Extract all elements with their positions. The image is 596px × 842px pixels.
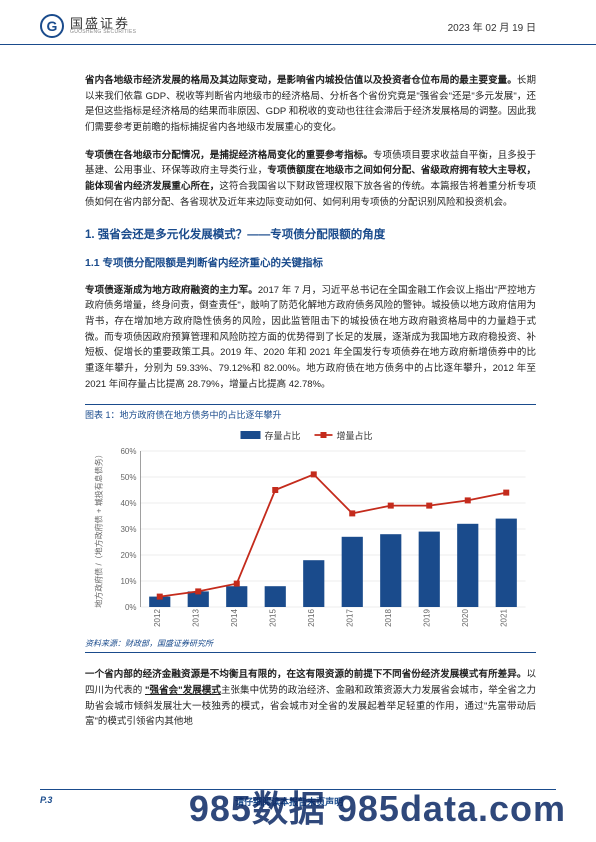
svg-text:2021: 2021 xyxy=(499,609,508,627)
heading-1-1: 1.1 专项债分配限额是判断省内经济重心的关键指标 xyxy=(85,255,536,272)
svg-text:2020: 2020 xyxy=(461,609,470,627)
logo-icon: G xyxy=(40,14,64,38)
svg-text:2015: 2015 xyxy=(268,609,277,627)
watermark: 985数据 985data.com xyxy=(189,780,566,832)
paragraph-1: 省内各地级市经济发展的格局及其边际变动，是影响省内城投估值以及投资者仓位布局的最… xyxy=(85,73,536,136)
svg-text:0%: 0% xyxy=(125,603,137,612)
paragraph-3: 专项债逐渐成为地方政府融资的主力军。2017 年 7 月，习近平总书记在全国金融… xyxy=(85,283,536,393)
svg-text:2018: 2018 xyxy=(384,609,393,627)
svg-text:2012: 2012 xyxy=(153,609,162,627)
svg-text:地方政府债 /（地方政府债 + 城投有息债务）: 地方政府债 /（地方政府债 + 城投有息债务） xyxy=(94,450,104,608)
logo-en: GUOSHENG SECURITIES xyxy=(70,30,136,35)
svg-text:30%: 30% xyxy=(120,525,136,534)
heading-1: 1. 强省会还是多元化发展模式？——专项债分配限额的角度 xyxy=(85,226,536,245)
chart-source: 资料来源：财政部，国盛证券研究所 xyxy=(85,637,536,653)
chart-svg: 0% 10% 20% 30% 40% 50% 60% 2012 2013 2014 2015 2016… xyxy=(85,427,536,637)
svg-text:10%: 10% xyxy=(120,577,136,586)
paragraph-4: 一个省内部的经济金融资源是不均衡且有限的，在这有限资源的前提下不同省份经济发展模… xyxy=(85,667,536,730)
svg-text:2016: 2016 xyxy=(307,609,316,627)
svg-text:2017: 2017 xyxy=(345,609,354,627)
chart-title: 图表 1：地方政府债在地方债务中的占比逐年攀升 xyxy=(85,404,536,423)
svg-text:存量占比: 存量占比 xyxy=(265,430,301,441)
svg-text:增量占比: 增量占比 xyxy=(337,430,373,441)
svg-text:50%: 50% xyxy=(120,473,136,482)
logo: G 国盛证券 GUOSHENG SECURITIES xyxy=(40,14,136,38)
svg-text:2019: 2019 xyxy=(422,609,431,627)
svg-text:2013: 2013 xyxy=(191,609,200,627)
svg-text:60%: 60% xyxy=(120,447,136,456)
svg-text:2014: 2014 xyxy=(230,609,239,627)
svg-text:40%: 40% xyxy=(120,499,136,508)
page-header: G 国盛证券 GUOSHENG SECURITIES 2023 年 02 月 1… xyxy=(0,0,596,45)
chart: 0% 10% 20% 30% 40% 50% 60% 2012 2013 2014 2015 2016… xyxy=(85,427,536,637)
paragraph-2: 专项债在各地级市分配情况，是捕捉经济格局变化的重要参考指标。专项债项目要求收益自… xyxy=(85,148,536,211)
page-number: P.3 xyxy=(40,795,52,808)
svg-text:20%: 20% xyxy=(120,551,136,560)
content: 省内各地级市经济发展的格局及其边际变动，是影响省内城投估值以及投资者仓位布局的最… xyxy=(0,45,596,730)
report-date: 2023 年 02 月 19 日 xyxy=(448,19,536,34)
